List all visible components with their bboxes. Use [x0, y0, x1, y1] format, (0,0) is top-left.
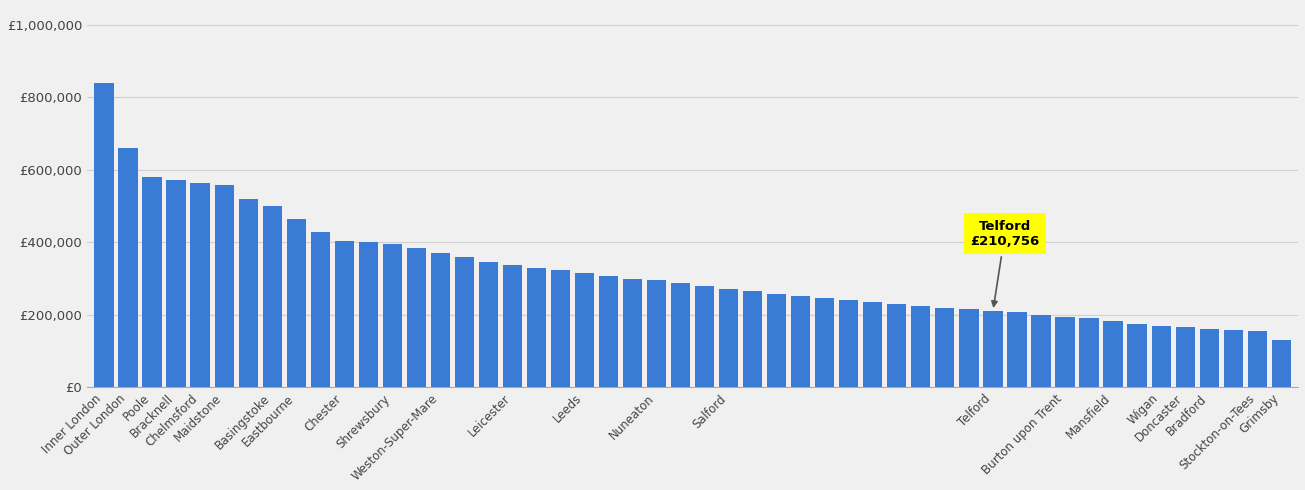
Bar [599, 276, 619, 387]
Bar [719, 289, 739, 387]
Bar [1056, 317, 1074, 387]
Bar [743, 291, 762, 387]
Bar [816, 298, 834, 387]
Bar [262, 206, 282, 387]
Bar [454, 257, 474, 387]
Bar [1151, 326, 1171, 387]
Bar [527, 268, 545, 387]
Bar [576, 273, 594, 387]
Bar [359, 243, 378, 387]
Bar [1007, 312, 1027, 387]
Bar [502, 265, 522, 387]
Bar [622, 279, 642, 387]
Bar [287, 219, 305, 387]
Bar [959, 309, 979, 387]
Bar [1128, 324, 1147, 387]
Bar [214, 185, 234, 387]
Bar [407, 248, 425, 387]
Text: Telford
£210,756: Telford £210,756 [971, 220, 1040, 306]
Bar [696, 286, 714, 387]
Bar [191, 183, 210, 387]
Bar [767, 294, 787, 387]
Bar [887, 304, 907, 387]
Bar [167, 180, 185, 387]
Bar [911, 306, 930, 387]
Bar [479, 262, 499, 387]
Bar [142, 177, 162, 387]
Bar [791, 296, 810, 387]
Bar [647, 280, 666, 387]
Bar [1199, 329, 1219, 387]
Bar [119, 148, 137, 387]
Bar [431, 252, 450, 387]
Bar [936, 308, 954, 387]
Bar [1031, 315, 1051, 387]
Bar [671, 283, 690, 387]
Bar [94, 83, 114, 387]
Bar [551, 270, 570, 387]
Bar [1176, 327, 1195, 387]
Bar [1248, 331, 1267, 387]
Bar [239, 199, 258, 387]
Bar [863, 302, 882, 387]
Bar [311, 231, 330, 387]
Bar [382, 244, 402, 387]
Bar [1271, 340, 1291, 387]
Bar [839, 300, 859, 387]
Bar [984, 311, 1002, 387]
Bar [1079, 318, 1099, 387]
Bar [1224, 330, 1242, 387]
Bar [334, 241, 354, 387]
Bar [1104, 321, 1122, 387]
